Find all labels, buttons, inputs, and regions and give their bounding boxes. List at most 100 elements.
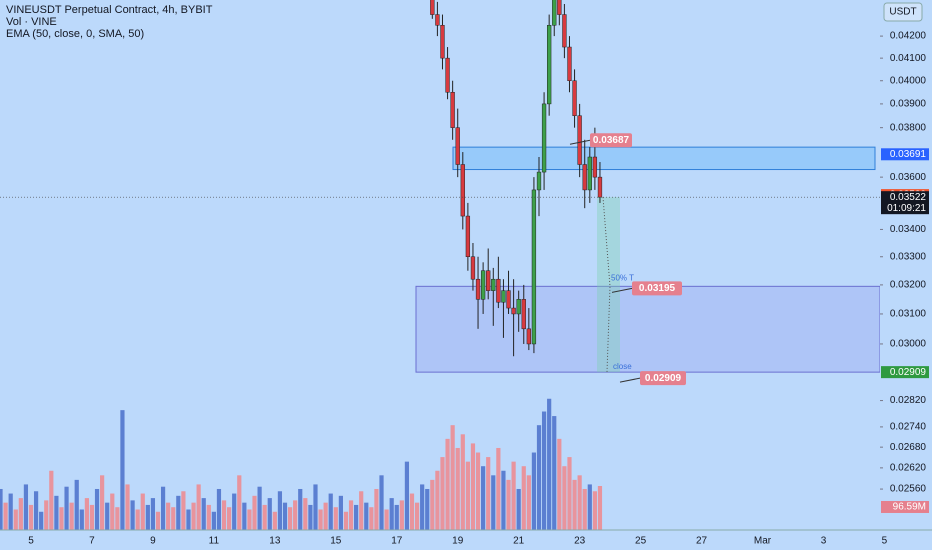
candle-body	[460, 164, 465, 217]
y-tick-label: 0.03100	[890, 309, 927, 320]
volume-bar	[135, 509, 140, 530]
volume-bar	[69, 502, 74, 530]
volume-bar	[13, 509, 18, 530]
candle-body	[455, 127, 460, 165]
x-tick-label: 21	[513, 536, 525, 547]
volume-bar	[171, 507, 176, 530]
volume-bar	[394, 504, 399, 530]
volume-bar	[445, 438, 450, 530]
volume-bar	[115, 507, 120, 530]
volume-bar	[196, 484, 201, 530]
volume-bar	[562, 466, 567, 530]
volume-bar	[572, 479, 577, 530]
candle-body	[501, 290, 506, 303]
volume-bar	[94, 488, 100, 530]
volume-bar	[374, 488, 379, 530]
volume-bar	[409, 493, 415, 530]
volume-bar	[481, 466, 486, 530]
x-tick-label: 7	[89, 536, 95, 547]
volume-bar	[333, 507, 338, 530]
volume-bar	[277, 491, 283, 530]
volume-bar	[460, 434, 465, 530]
y-tick-label: 0.03800	[890, 122, 927, 133]
volume-bar	[242, 502, 247, 530]
volume-bar	[105, 502, 110, 530]
candle-body	[506, 290, 511, 309]
x-tick-label: 27	[696, 536, 708, 547]
volume-bar	[44, 500, 49, 530]
volume-bar	[89, 504, 95, 530]
volume-bar	[364, 502, 369, 530]
volume-bar	[318, 509, 323, 530]
candle-body	[547, 25, 552, 105]
volume-bar	[257, 486, 262, 530]
title: VINEUSDT Perpetual Contract, 4h, BYBIT	[6, 4, 213, 16]
volume-bar	[303, 498, 308, 530]
volume-bar	[282, 502, 288, 530]
axis-bg	[880, 0, 932, 550]
volume-bar	[181, 491, 186, 530]
volume-bar	[425, 488, 430, 530]
volume-bar	[343, 511, 349, 530]
candle-body	[440, 25, 445, 59]
volume-bar	[3, 502, 8, 530]
x-tick-label: 5	[28, 536, 34, 547]
y-tick-label: 0.03300	[890, 251, 927, 262]
x-tick-label: 3	[821, 536, 827, 547]
volume-bar	[160, 486, 166, 530]
candle-body	[445, 57, 450, 93]
candle-body	[531, 189, 537, 345]
volume-bar	[186, 509, 191, 530]
volume-bar	[262, 504, 267, 530]
volume-bar	[450, 425, 455, 530]
candle-body	[491, 278, 496, 291]
axis-price-tag	[881, 191, 929, 215]
volume-bar	[486, 457, 491, 530]
y-tick-label: 0.02740	[890, 422, 927, 433]
volume-bar	[420, 484, 425, 530]
volume-bar	[100, 475, 105, 530]
y-tick-label: 0.04000	[890, 75, 927, 86]
candle-body	[516, 299, 521, 315]
candle-body	[470, 256, 476, 280]
stop-note: close	[613, 362, 632, 371]
volume-bar	[191, 502, 196, 530]
volume-title: Vol · VINE	[6, 16, 57, 28]
volume-bar	[506, 479, 511, 530]
price-tag	[640, 371, 686, 386]
candle-body	[557, 0, 562, 15]
volume-bar	[511, 461, 516, 530]
y-tick-label: 0.03400	[890, 224, 927, 235]
volume-bar	[359, 491, 364, 530]
volume-bar	[521, 466, 526, 530]
volume-bar	[64, 486, 69, 530]
volume-bar	[587, 484, 592, 530]
volume-bar	[293, 500, 298, 530]
candle-body	[511, 307, 516, 315]
volume-bar	[328, 493, 333, 530]
x-tick-label: Mar	[754, 536, 772, 547]
volume-bar	[435, 470, 440, 530]
volume-bar	[430, 479, 435, 530]
y-tick-label: 0.02680	[890, 442, 927, 453]
candle-body	[486, 270, 491, 291]
price-tag-text: 0.02909	[645, 373, 682, 384]
candle-body	[475, 278, 481, 300]
countdown: 01:09:21	[887, 203, 926, 214]
volume-bar	[125, 484, 130, 530]
y-tick-label: 0.04200	[890, 31, 927, 42]
tag-leader	[569, 139, 591, 145]
volume-bar	[414, 502, 420, 530]
y-tick-label: 0.03600	[890, 172, 927, 183]
volume-bar	[547, 398, 552, 530]
y-tick-label: 0.02820	[890, 395, 927, 406]
volume-bar	[323, 502, 328, 530]
y-tick-label: 0.03000	[890, 339, 927, 350]
tag-leader	[611, 287, 633, 293]
volume-bar	[582, 488, 587, 530]
volume-bar	[552, 416, 557, 530]
indicator: EMA (50, close, 0, SMA, 50)	[6, 28, 144, 40]
volume-bar	[384, 509, 389, 530]
candle-body	[480, 270, 486, 300]
